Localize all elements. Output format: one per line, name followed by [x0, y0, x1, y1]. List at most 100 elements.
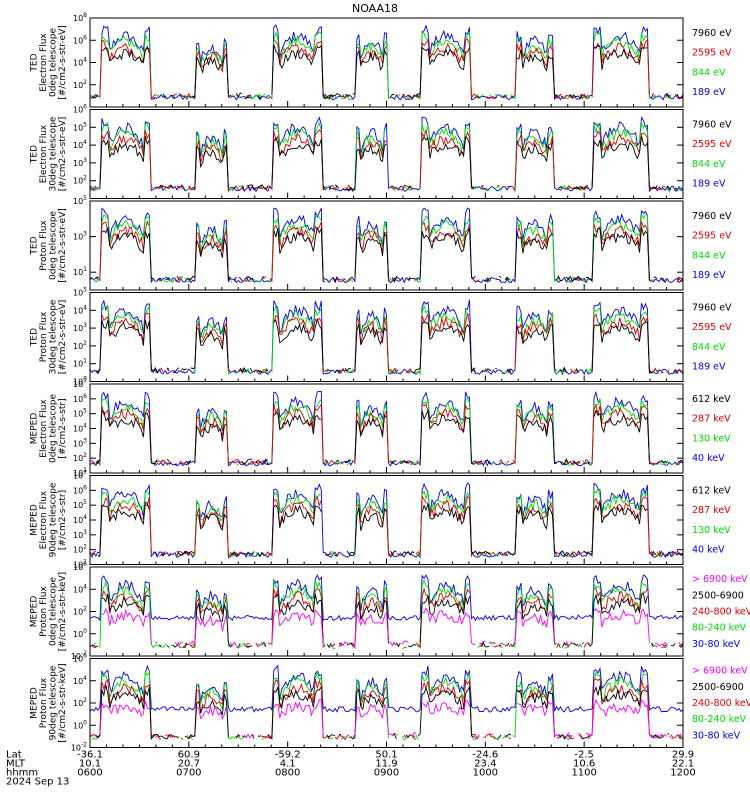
panel-2-ylabel: TEDElectron Flux30deg telescope[#/cm2-s-…: [30, 116, 69, 191]
time-axis-hhmm-6: 1100: [571, 768, 596, 779]
panel-4-series-1: [89, 299, 684, 376]
panel-3-ytick-label-3: 105: [73, 195, 87, 206]
panel-7-series-1: [89, 574, 684, 622]
panel-1-channel-label-1: 7960 eV: [692, 28, 732, 39]
panel-6-ytick-label-3: 103: [73, 529, 87, 540]
page-title: NOAA18: [351, 2, 399, 15]
panel-4-channel-label-1: 7960 eV: [692, 302, 732, 313]
panel-1-ytick-label-2: 104: [73, 57, 87, 68]
panel-2-ytick-label-5: 106: [73, 104, 87, 115]
panel-7-ylabel-line-3: 0deg telescope: [49, 577, 59, 647]
time-axis-hhmm-2: 0700: [176, 768, 201, 779]
panel-7-series-5: [101, 607, 684, 648]
panel-2-ylabel-line-1: TED: [30, 145, 40, 164]
panel-3-series-3: [95, 219, 684, 284]
panel-6-ytick-label-1: 101: [73, 559, 87, 570]
panel-6-ytick-label-5: 105: [73, 499, 87, 510]
panel-5-ytick-label-2: 102: [73, 452, 87, 463]
time-axis-lat-6: -2.5: [574, 750, 594, 761]
panel-1-channel-label-2: 2595 eV: [692, 48, 732, 59]
time-axis-lat-4: 50.1: [375, 750, 397, 761]
panel-4-channel-label-3: 844 eV: [692, 342, 726, 353]
panel-4-ytick-label-4: 103: [73, 322, 87, 333]
time-axis-mlt-1: 10.1: [79, 759, 101, 770]
panel-5-ylabel-line-1: MEPED: [30, 413, 40, 445]
panel-5-series-1: [89, 390, 684, 467]
panel-4-series-3: [95, 312, 684, 375]
panel-2-series-1: [89, 116, 684, 193]
panel-1: 102 104 106 108 TEDElectron Flux0deg telesco…: [30, 12, 732, 108]
time-axis-mlt-7: 22.1: [672, 759, 694, 770]
panel-4-channel-label-2: 2595 eV: [692, 322, 732, 333]
panel-4-ytick-label-3: 102: [73, 340, 87, 351]
panel-1-ylabel-line-2: Electron Flux: [39, 33, 49, 92]
panel-8-channel-label-5: 30-80 keV: [692, 730, 741, 741]
panel-5-ylabel: MEPEDElectron Flux0deg telescope[#/cm2-s…: [30, 394, 69, 464]
panel-4-series-4: [96, 319, 683, 373]
panel-2-channel-label-3: 844 eV: [692, 159, 726, 170]
panel-1-series-4: [91, 44, 684, 100]
panel-8: 10-2 100 102 104 106 MEPEDProton Flux90deg te…: [30, 653, 750, 753]
panel-2-channel-label-1: 7960 eV: [692, 119, 732, 130]
panel-1-ylabel-line-3: 0deg telescope: [49, 28, 59, 98]
panel-1-ylabel-line-1: TED: [30, 53, 40, 72]
panel-2-series-2: [89, 121, 684, 193]
panel-5-channel-label-3: 130 keV: [692, 433, 731, 444]
panel-8-channel-label-3: 240-800 keV: [692, 698, 750, 709]
panel-1-ytick-label-1: 102: [73, 79, 87, 90]
panel-8-channel-label-2: 2500-6900: [692, 682, 744, 693]
panel-6: 101 102 103 104 105 106 107 MEPEDElectron Flux9…: [30, 470, 732, 570]
panel-6-ylabel: MEPEDElectron Flux90deg telescope[#/cm2-…: [30, 482, 69, 557]
panel-7-ytick-label-4: 104: [73, 583, 87, 594]
time-axis-hhmm-4: 0900: [374, 768, 399, 779]
panel-6-ylabel-line-3: 90deg telescope: [49, 482, 59, 557]
panel-6-ylabel-line-4: [#/cm2-s-str]: [58, 490, 68, 550]
panel-6-ylabel-line-1: MEPED: [30, 504, 40, 536]
panel-7-channel-label-4: 80-240 keV: [692, 623, 747, 634]
panel-1-series-2: [90, 31, 683, 99]
panel-4-ytick-label-2: 101: [73, 358, 87, 369]
panel-6-ytick-label-6: 106: [73, 484, 87, 495]
panel-5-ytick-label-5: 105: [73, 408, 87, 419]
panel-4-ylabel-line-4: [#/cm2-s-str-eV]: [58, 300, 68, 375]
panel-3-ylabel: TEDProton Flux0deg telescope[#/cm2-s-str…: [30, 208, 69, 283]
panel-1-channel-label-3: 844 eV: [692, 67, 726, 78]
panel-5-ylabel-line-2: Electron Flux: [39, 399, 49, 458]
panel-7-ytick-label-1: 10-2: [71, 650, 87, 661]
panel-7-series-4: [89, 593, 684, 649]
panel-8-ylabel-line-3: 90deg telescope: [49, 665, 59, 740]
time-axis-row-label-1: Lat: [6, 750, 22, 761]
panel-7-channel-label-3: 240-800 keV: [692, 607, 750, 618]
panel-2-ylabel-line-4: [#/cm2-s-str-eV]: [58, 117, 68, 192]
panel-6-ytick-label-2: 102: [73, 544, 87, 555]
panel-3-ytick-label-1: 101: [73, 266, 87, 277]
panel-4-ylabel: TEDProton Flux30deg telescope[#/cm2-s-st…: [30, 299, 69, 374]
panel-2-series-4: [99, 135, 684, 191]
panel-7-ylabel: MEPEDProton Flux0deg telescope[#/cm2-s-s…: [30, 572, 69, 651]
panel-7-ytick-label-5: 106: [73, 561, 87, 572]
panel-5-ytick-label-3: 103: [73, 437, 87, 448]
panel-4-ylabel-line-2: Proton Flux: [39, 311, 49, 362]
panel-2-ytick-label-3: 104: [73, 139, 87, 150]
panel-8-ytick-label-2: 100: [73, 719, 87, 730]
panel-7-ylabel-line-4: [#/cm2-s-str-keV]: [58, 572, 68, 651]
panel-5-ytick-label-7: 107: [73, 378, 87, 389]
panel-3-series-1: [90, 207, 684, 284]
panel-7: 10-2 100 102 104 106 MEPEDProton Flux0deg tel…: [30, 561, 750, 661]
panel-6-channel-label-4: 40 keV: [692, 545, 725, 556]
panel-2-ytick-label-1: 102: [73, 175, 87, 186]
panel-3-ytick-label-2: 103: [73, 231, 87, 242]
panel-6-channel-label-2: 287 keV: [692, 505, 731, 516]
panel-6-series-4: [97, 501, 684, 557]
panel-5-ytick-label-4: 104: [73, 423, 87, 434]
panel-4-channel-label-4: 189 eV: [692, 362, 726, 373]
panel-8-ytick-label-5: 106: [73, 653, 87, 664]
panel-6-ylabel-line-2: Electron Flux: [39, 490, 49, 549]
time-axis-lat-5: -24.6: [472, 750, 498, 761]
panel-3-channel-label-3: 844 eV: [692, 250, 726, 261]
panel-6-channel-label-3: 130 keV: [692, 525, 731, 536]
panel-7-ytick-label-2: 100: [73, 628, 87, 639]
panel-3-series-4: [89, 226, 684, 283]
time-axis-lat-2: 60.9: [178, 750, 200, 761]
panel-7-ylabel-line-2: Proton Flux: [39, 586, 49, 637]
